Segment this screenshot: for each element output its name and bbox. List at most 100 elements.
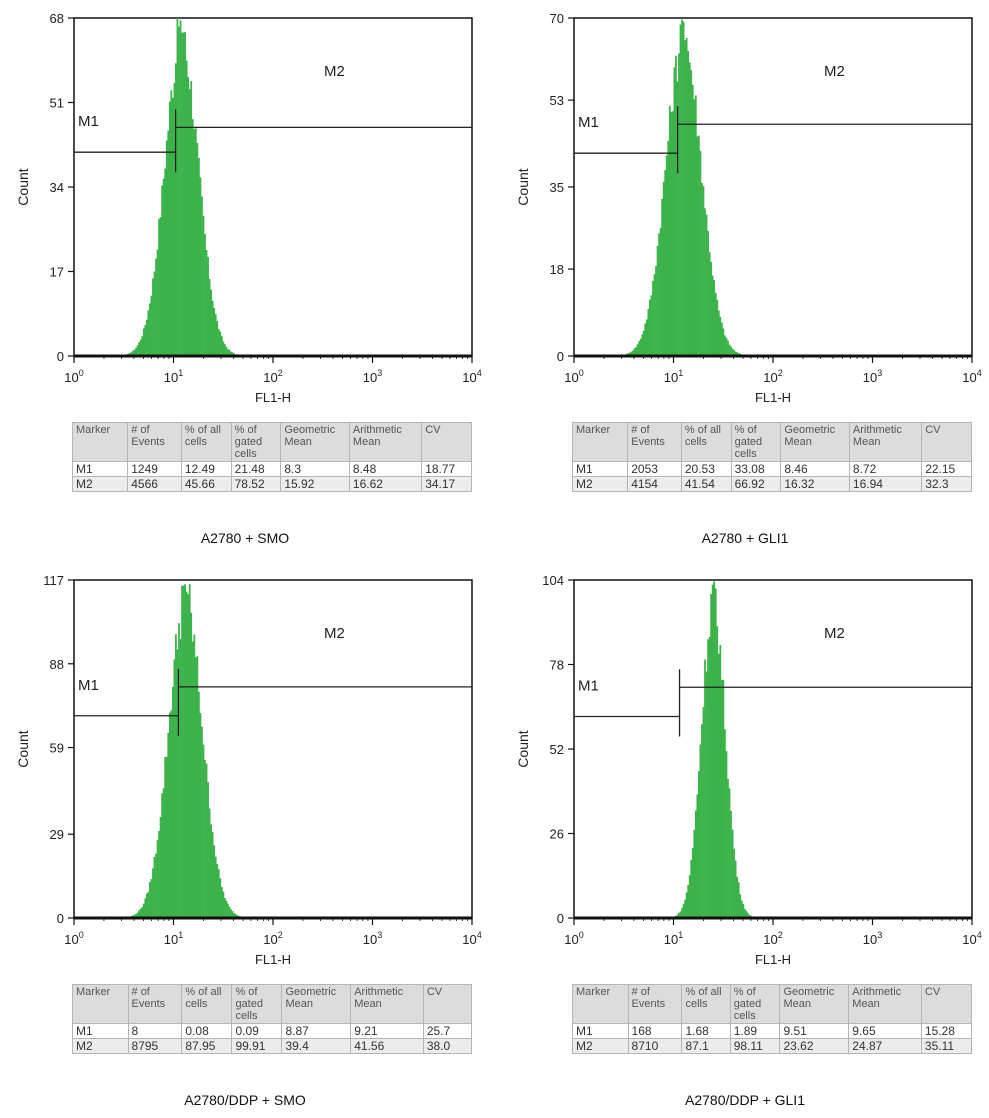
- histogram-bar: [213, 308, 216, 356]
- x-tick-label: 104: [462, 368, 481, 385]
- table-cell: M2: [572, 1038, 629, 1054]
- histogram-bar: [682, 903, 685, 918]
- histogram-bar: [693, 829, 696, 918]
- histogram-bar: [142, 903, 145, 918]
- histogram-bar: [135, 913, 138, 918]
- table-cell: M1: [72, 1023, 129, 1039]
- histogram-bar: [162, 788, 165, 918]
- histogram-bars: [624, 19, 743, 357]
- table-cell: 35.11: [920, 1038, 973, 1054]
- marker-stats-table: Marker # of Events% of all cells% of gate…: [572, 984, 973, 1054]
- marker-m2-label: M2: [824, 63, 845, 80]
- marker-stats-table: Marker # of Events% of all cells% of gate…: [72, 984, 473, 1054]
- y-axis-label: Count: [515, 168, 531, 205]
- histogram-bar: [196, 656, 199, 918]
- histogram-bar: [173, 82, 176, 357]
- histogram-bar: [184, 32, 186, 356]
- panel-caption: A2780 + GLI1: [701, 530, 789, 546]
- histogram-bar: [684, 40, 686, 356]
- histogram-bar: [653, 274, 656, 356]
- panel-a2780ddp-gli1: M1 M2 0 26 52 78 104 100 101 102 103 104 FL1-H Count M…: [500, 562, 989, 1118]
- histogram-bar: [193, 634, 196, 918]
- table-header-cell: # of Events: [127, 422, 182, 462]
- histogram-bar: [658, 233, 660, 356]
- table-header-cell: Arithmetic Mean: [848, 422, 923, 462]
- table-cell: 22.15: [921, 461, 972, 477]
- histogram-bar: [133, 349, 136, 356]
- histogram-bar: [181, 585, 183, 918]
- histogram-bar: [701, 183, 703, 356]
- histogram-bar: [641, 334, 644, 356]
- histogram-bar: [699, 150, 702, 356]
- y-tick-label: 51: [50, 96, 64, 111]
- histogram-bar: [176, 18, 179, 357]
- table-row: M2 8795 87.95 99.91 39.4 41.56 38.0: [72, 1038, 473, 1054]
- histogram-bar: [727, 340, 729, 356]
- table-cell: 45.66: [180, 476, 232, 492]
- histogram-bar: [199, 713, 202, 918]
- histogram-bar: [132, 350, 134, 356]
- histogram-bar: [161, 793, 164, 918]
- table-header-cell: Arithmetic Mean: [350, 984, 424, 1024]
- histogram-bar: [688, 62, 691, 356]
- histogram-bar: [214, 314, 217, 356]
- histogram-bar: [713, 581, 716, 918]
- histogram-bar: [158, 218, 160, 356]
- y-tick-label: 52: [550, 742, 564, 757]
- histogram-bar: [208, 278, 211, 356]
- histogram-bar: [219, 331, 222, 356]
- table-header-row: Marker # of Events% of all cells% of gate…: [71, 422, 472, 462]
- table-cell: 20.53: [680, 461, 732, 477]
- histogram-bar: [649, 299, 651, 356]
- histogram-bar: [724, 729, 726, 918]
- y-tick-label: 70: [550, 11, 564, 26]
- histogram-bar: [153, 857, 156, 918]
- table-cell: 16.94: [848, 476, 923, 492]
- marker-m1-label: M1: [578, 678, 599, 695]
- histogram-bar: [655, 265, 657, 356]
- y-tick-label: 0: [557, 349, 564, 364]
- histogram-bar: [150, 879, 153, 918]
- table-cell: M1: [571, 461, 629, 477]
- marker-stats-table: Marker # of Events% of all cells% of gate…: [71, 422, 472, 492]
- histogram-bar: [231, 352, 234, 356]
- histogram-bar: [728, 788, 731, 918]
- histogram-bar: [197, 691, 200, 918]
- histogram-bars: [126, 18, 239, 357]
- histogram-bar: [705, 671, 708, 918]
- histogram-bar: [676, 81, 679, 356]
- histogram-bar: [222, 341, 225, 356]
- table-cell: 33.08: [730, 461, 782, 477]
- histogram-bar: [149, 881, 151, 918]
- histogram-bar: [168, 101, 171, 357]
- histogram-bar: [748, 914, 751, 918]
- histogram-bar: [716, 626, 719, 918]
- histogram-bar: [139, 908, 142, 918]
- table-header-cell: # of Events: [627, 422, 682, 462]
- histogram-bar: [217, 869, 220, 918]
- histogram-bar: [178, 623, 180, 918]
- table-header-cell: % of gated cells: [231, 984, 283, 1024]
- histogram-bar: [202, 744, 205, 918]
- histogram-bar: [204, 233, 206, 356]
- table-cell: 9.51: [779, 1023, 850, 1039]
- table-header-cell: Geometric Mean: [281, 984, 352, 1024]
- y-axis-label: Count: [15, 168, 31, 205]
- histogram-bar: [667, 140, 670, 356]
- histogram-bar: [187, 594, 190, 918]
- x-tick-label: 100: [64, 930, 83, 947]
- histogram-bar: [685, 892, 688, 918]
- table-cell: M1: [572, 1023, 629, 1039]
- histogram-bar: [159, 217, 162, 356]
- histogram-bar: [139, 339, 142, 356]
- histogram-bar: [197, 157, 200, 356]
- histogram-bar: [687, 50, 690, 357]
- histogram-svg: M1 M2 0 26 52 78 104 100 101 102 103 104 FL1-H Count: [515, 573, 982, 967]
- table-cell: M2: [72, 1038, 129, 1054]
- y-tick-label: 29: [50, 827, 64, 842]
- histogram-bar: [188, 89, 191, 356]
- histogram-bar: [671, 111, 674, 356]
- table-cell: 8.48: [348, 461, 423, 477]
- histogram-bar: [133, 914, 136, 918]
- histogram-bar: [141, 336, 144, 356]
